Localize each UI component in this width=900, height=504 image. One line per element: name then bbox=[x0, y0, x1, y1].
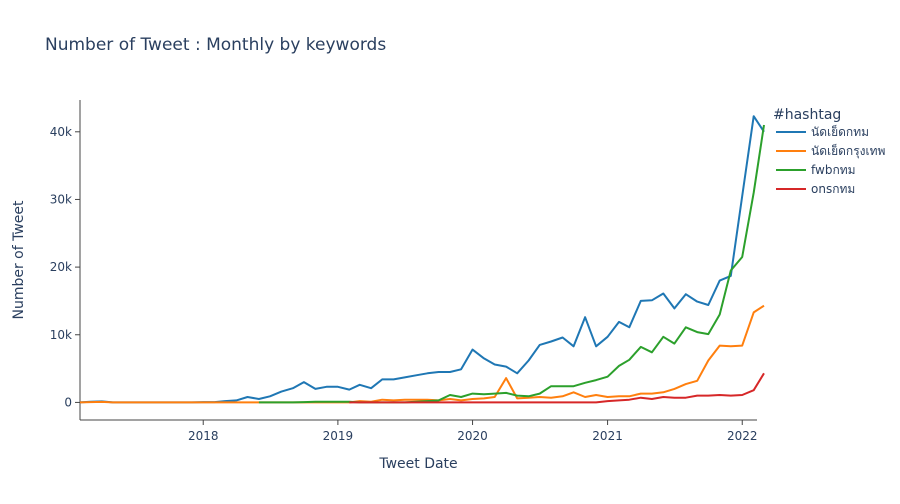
x-tick-label: 2018 bbox=[188, 429, 219, 443]
x-tick-label: 2021 bbox=[592, 429, 623, 443]
y-tick-label: 30k bbox=[50, 192, 72, 206]
series-line-1 bbox=[79, 304, 765, 404]
y-tick-label: 20k bbox=[50, 260, 72, 274]
x-tick-label: 2019 bbox=[323, 429, 354, 443]
y-tick-label: 10k bbox=[50, 328, 72, 342]
x-tick-group: 2018 2019 2020 2021 2022 bbox=[188, 420, 758, 443]
legend-label: นัดเย็ดกรุงเทพ bbox=[811, 143, 886, 159]
chart-title: Number of Tweet : Monthly by keywords bbox=[45, 35, 386, 55]
plot-lines bbox=[79, 115, 765, 404]
axes bbox=[79, 100, 757, 421]
y-tick-group: 0 10k 20k 30k 40k bbox=[50, 125, 80, 409]
series-line-3 bbox=[349, 372, 765, 404]
x-tick-label: 2020 bbox=[457, 429, 488, 443]
legend-label: นัดเย็ดกทม bbox=[811, 124, 869, 139]
y-tick-label: 40k bbox=[50, 125, 72, 139]
series-line-0 bbox=[79, 115, 765, 404]
series-line-2 bbox=[258, 124, 765, 404]
legend-label: onsกทม bbox=[811, 182, 855, 196]
legend-label: fwbกทม bbox=[811, 163, 856, 177]
x-axis-title: Tweet Date bbox=[378, 456, 457, 472]
y-tick-label: 0 bbox=[64, 395, 72, 409]
y-axis-title: Number of Tweet bbox=[11, 200, 27, 320]
legend-title: #hashtag bbox=[773, 107, 841, 123]
x-tick-label: 2022 bbox=[727, 429, 758, 443]
